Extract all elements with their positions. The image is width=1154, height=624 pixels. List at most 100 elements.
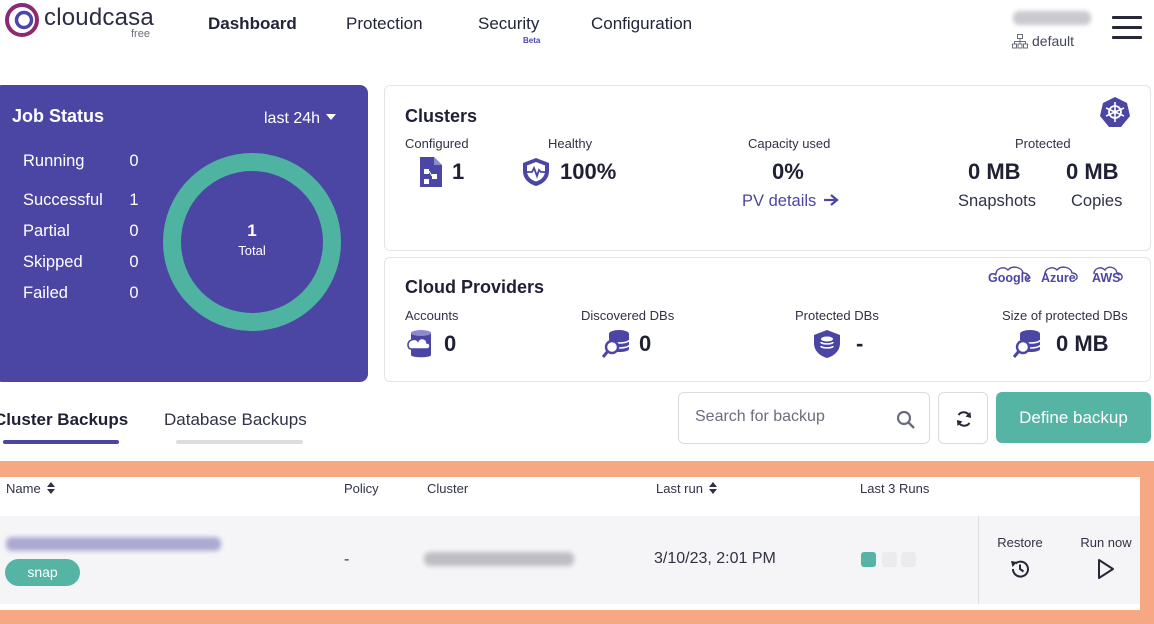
pv-details-label: PV details bbox=[742, 192, 817, 210]
last-run-cell: 3/10/23, 2:01 PM bbox=[654, 550, 776, 567]
job-successful-value: 1 bbox=[129, 191, 139, 209]
aws-provider-label: AWS bbox=[1092, 271, 1121, 285]
donut-total-label: Total bbox=[238, 243, 266, 258]
active-tab-indicator bbox=[3, 440, 119, 444]
search-box bbox=[678, 392, 930, 444]
donut-total-value: 1 bbox=[247, 221, 257, 240]
backup-type-badge: snap bbox=[5, 559, 80, 586]
cloud-providers-title: Cloud Providers bbox=[405, 277, 545, 297]
tab-database-backups[interactable]: Database Backups bbox=[164, 410, 307, 429]
shield-heartbeat-icon bbox=[523, 158, 549, 186]
row-divider bbox=[978, 516, 979, 604]
column-header-cluster: Cluster bbox=[427, 481, 469, 496]
restore-label: Restore bbox=[997, 535, 1043, 550]
hamburger-menu-icon[interactable] bbox=[1112, 15, 1142, 39]
size-protected-dbs-label: Size of protected DBs bbox=[1002, 308, 1128, 323]
job-successful-label: Successful bbox=[23, 191, 103, 209]
inactive-tab-indicator bbox=[176, 440, 303, 444]
database-shield-icon bbox=[814, 330, 840, 358]
sort-icon bbox=[708, 482, 717, 494]
security-beta-badge: Beta bbox=[523, 36, 541, 45]
configured-value: 1 bbox=[452, 159, 465, 184]
google-provider-label: Google bbox=[988, 271, 1032, 285]
donut-ring bbox=[163, 153, 341, 331]
copies-label: Copies bbox=[1071, 192, 1123, 210]
nav-dashboard[interactable]: Dashboard bbox=[208, 14, 297, 33]
protected-dbs-value: - bbox=[856, 331, 864, 356]
refresh-button[interactable] bbox=[938, 392, 988, 444]
healthy-value: 100% bbox=[560, 159, 617, 184]
size-protected-dbs-value: 0 MB bbox=[1056, 331, 1109, 356]
search-input[interactable] bbox=[695, 408, 885, 426]
aws-cloud-icon[interactable] bbox=[1089, 264, 1125, 290]
clusters-panel: Clusters Configured 1 Healthy 100% Capac… bbox=[384, 85, 1151, 251]
job-partial-value: 0 bbox=[129, 222, 139, 240]
org-chart-icon bbox=[1012, 34, 1028, 49]
capacity-value: 0% bbox=[772, 159, 804, 184]
nav-protection[interactable]: Protection bbox=[346, 14, 423, 33]
restore-button[interactable]: Restore bbox=[990, 535, 1050, 580]
restore-history-icon bbox=[1011, 560, 1029, 578]
run-status-empty bbox=[882, 552, 897, 567]
run-status-success[interactable] bbox=[861, 552, 876, 567]
kubernetes-icon[interactable] bbox=[1099, 96, 1131, 128]
refresh-icon bbox=[957, 411, 971, 427]
copies-value: 0 MB bbox=[1066, 159, 1119, 184]
google-cloud-icon[interactable] bbox=[986, 264, 1034, 290]
job-status-card: Job Status last 24h Running 0 Successful… bbox=[0, 85, 368, 382]
configured-label: Configured bbox=[405, 136, 469, 151]
cluster-name-redacted bbox=[424, 552, 574, 566]
run-status-empty bbox=[901, 552, 916, 567]
job-skipped-value: 0 bbox=[129, 253, 139, 271]
capacity-label: Capacity used bbox=[748, 136, 831, 151]
cloudcasa-logo[interactable]: cloudcasa free bbox=[4, 2, 154, 40]
discovered-dbs-value: 0 bbox=[639, 331, 652, 356]
tenant-label: default bbox=[1032, 33, 1075, 49]
discovered-dbs-label: Discovered DBs bbox=[581, 308, 675, 323]
column-header-last-run[interactable]: Last run bbox=[656, 481, 717, 496]
run-now-label: Run now bbox=[1080, 535, 1132, 550]
column-header-name[interactable]: Name bbox=[6, 481, 55, 496]
job-skipped-label: Skipped bbox=[23, 253, 83, 271]
accounts-label: Accounts bbox=[405, 308, 459, 323]
sort-icon bbox=[46, 482, 55, 494]
job-failed-label: Failed bbox=[23, 284, 68, 302]
time-range-label: last 24h bbox=[264, 110, 321, 127]
azure-cloud-icon[interactable] bbox=[1039, 264, 1081, 290]
pv-details-link[interactable]: PV details bbox=[742, 192, 839, 211]
backup-name-link-redacted[interactable] bbox=[6, 537, 221, 551]
protected-label: Protected bbox=[1015, 136, 1071, 151]
arrow-right-icon bbox=[823, 194, 839, 206]
logo-text: cloudcasa bbox=[44, 4, 154, 31]
cloud-account-icon bbox=[407, 330, 431, 358]
user-name-redacted[interactable] bbox=[1013, 11, 1091, 25]
protected-dbs-label: Protected DBs bbox=[795, 308, 879, 323]
column-name-label: Name bbox=[6, 481, 41, 496]
nav-configuration[interactable]: Configuration bbox=[591, 14, 693, 33]
caret-down-icon bbox=[326, 114, 337, 120]
play-icon bbox=[1098, 559, 1114, 579]
time-range-dropdown[interactable]: last 24h bbox=[264, 110, 337, 128]
azure-provider-label: Azure bbox=[1041, 271, 1076, 285]
snapshots-value: 0 MB bbox=[968, 159, 1021, 184]
job-status-title: Job Status bbox=[12, 106, 105, 126]
column-last-run-label: Last run bbox=[656, 481, 703, 496]
top-header: cloudcasa free Dashboard Protection Secu… bbox=[0, 0, 1154, 56]
database-search-icon bbox=[1013, 330, 1041, 358]
table-row[interactable]: snap - 3/10/23, 2:01 PM Restore Run now bbox=[0, 516, 1140, 604]
define-backup-button[interactable]: Define backup bbox=[996, 392, 1151, 443]
job-running-value: 0 bbox=[129, 152, 139, 170]
cloud-providers-panel: Cloud Providers Google Azure AWS Account… bbox=[384, 257, 1151, 382]
accounts-value: 0 bbox=[444, 331, 457, 356]
healthy-label: Healthy bbox=[548, 136, 593, 151]
search-icon[interactable] bbox=[896, 410, 916, 430]
run-now-button[interactable]: Run now bbox=[1076, 535, 1136, 580]
tab-cluster-backups[interactable]: Cluster Backups bbox=[0, 410, 129, 429]
job-donut-chart bbox=[163, 153, 341, 331]
nav-security[interactable]: Security bbox=[478, 14, 540, 33]
backups-table-highlight: Name Policy Cluster Last run Last 3 Runs… bbox=[0, 461, 1154, 624]
clusters-title: Clusters bbox=[405, 106, 478, 126]
job-running-label: Running bbox=[23, 152, 85, 170]
column-header-last-3-runs: Last 3 Runs bbox=[860, 481, 930, 496]
policy-cell: - bbox=[344, 551, 350, 568]
